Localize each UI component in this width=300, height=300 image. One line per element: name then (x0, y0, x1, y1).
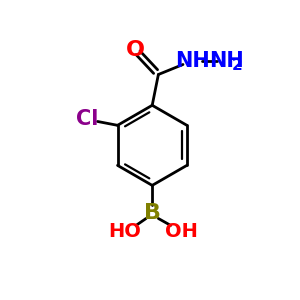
Text: B: B (144, 203, 161, 223)
Text: OH: OH (165, 222, 198, 241)
Text: NH: NH (209, 51, 244, 70)
Text: Cl: Cl (76, 109, 98, 129)
Text: O: O (126, 40, 145, 60)
Text: 2: 2 (232, 58, 242, 73)
Text: HO: HO (108, 222, 141, 241)
Text: NH: NH (175, 51, 210, 70)
